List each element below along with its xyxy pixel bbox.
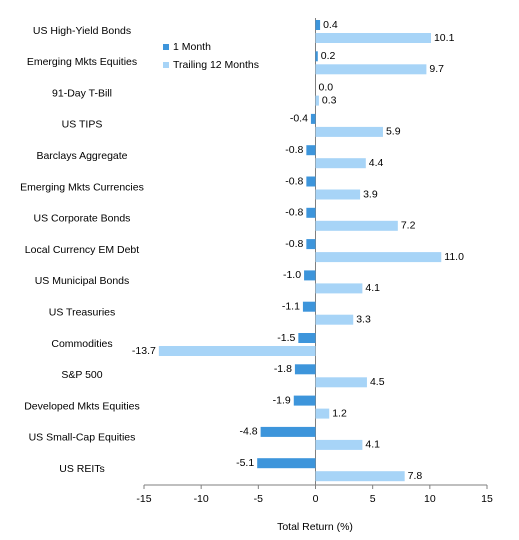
value-label: 4.4 <box>369 157 384 169</box>
value-label: -1.0 <box>283 269 301 281</box>
bar <box>315 95 319 106</box>
bar <box>315 33 431 43</box>
value-label: -1.5 <box>277 332 295 344</box>
bar <box>315 20 321 30</box>
y-tick-label: 91-Day T-Bill <box>52 87 112 99</box>
value-label: 4.1 <box>365 439 380 451</box>
bar <box>315 189 361 200</box>
y-tick-label: Local Currency EM Debt <box>25 244 139 256</box>
y-tick-label: US Treasuries <box>49 306 116 318</box>
y-tick-label: US TIPS <box>62 119 103 131</box>
x-tick-label: -15 <box>136 493 151 505</box>
value-label: -5.1 <box>236 457 254 469</box>
value-label: -1.9 <box>273 394 291 406</box>
value-label: -0.8 <box>285 207 303 219</box>
value-label: 1.2 <box>332 407 347 419</box>
bar <box>306 239 316 250</box>
bar <box>304 270 316 281</box>
y-tick-label: US Small-Cap Equities <box>29 432 136 444</box>
y-tick-label: Commodities <box>51 338 112 350</box>
bar <box>315 64 427 75</box>
bar <box>315 377 367 388</box>
bar <box>306 207 316 218</box>
bar <box>158 346 316 356</box>
bar <box>260 426 316 437</box>
value-label: 0.3 <box>322 94 337 106</box>
x-tick-label: -10 <box>194 493 209 505</box>
value-label: 5.9 <box>386 126 401 138</box>
y-tick-label: Emerging Mkts Equities <box>27 56 137 68</box>
y-tick-label: Emerging Mkts Currencies <box>20 181 144 193</box>
bar <box>315 252 442 263</box>
value-label: 9.7 <box>429 63 444 75</box>
bar <box>315 408 330 419</box>
bar <box>315 158 366 169</box>
bar <box>294 364 316 375</box>
y-tick-label: S&P 500 <box>61 369 102 381</box>
bar <box>302 301 316 312</box>
value-label: -0.8 <box>285 144 303 156</box>
value-label: 7.2 <box>401 220 416 232</box>
y-tick-label: Developed Mkts Equities <box>24 400 140 412</box>
bar <box>257 458 316 469</box>
value-label: 4.1 <box>365 282 380 294</box>
y-tick-label: US Municipal Bonds <box>35 275 130 287</box>
value-label: 0.4 <box>323 19 338 31</box>
bar <box>315 471 405 482</box>
bar <box>315 126 383 137</box>
value-label: -0.8 <box>285 175 303 187</box>
bar <box>315 51 318 62</box>
value-label: -0.8 <box>285 238 303 250</box>
y-tick-label: US Corporate Bonds <box>34 213 131 225</box>
value-label: 10.1 <box>434 32 455 44</box>
x-tick-label: 10 <box>424 493 436 505</box>
value-label: 11.0 <box>444 251 464 263</box>
x-tick-label: 5 <box>370 493 376 505</box>
value-label: 3.3 <box>356 313 371 325</box>
bar <box>298 333 316 343</box>
y-tick-label: Barclays Aggregate <box>36 150 127 162</box>
bar <box>315 283 363 294</box>
value-label: -1.1 <box>282 300 300 312</box>
bar <box>293 395 316 406</box>
bar <box>310 113 316 124</box>
bar <box>315 314 354 325</box>
value-label: 4.5 <box>370 376 385 388</box>
legend-swatch <box>163 62 169 68</box>
bar <box>315 220 398 231</box>
x-tick-label: 15 <box>481 493 493 505</box>
value-label: 0.0 <box>319 81 334 93</box>
y-tick-label: US High-Yield Bonds <box>33 25 131 37</box>
y-tick-label: US REITs <box>59 463 105 475</box>
value-label: 3.9 <box>363 188 378 200</box>
bar <box>306 145 316 156</box>
legend-label: 1 Month <box>173 41 211 53</box>
x-tick-label: -5 <box>254 493 263 505</box>
value-label: -1.8 <box>274 363 292 375</box>
legend-label: Trailing 12 Months <box>173 59 259 71</box>
bar <box>315 439 363 450</box>
x-tick-label: 0 <box>313 493 319 505</box>
x-axis-label: Total Return (%) <box>277 521 353 533</box>
bar <box>306 176 316 187</box>
value-label: -4.8 <box>240 426 258 438</box>
value-label: 7.8 <box>408 470 423 482</box>
legend-swatch <box>163 44 169 50</box>
value-label: -13.7 <box>132 345 156 357</box>
value-label: -0.4 <box>290 113 308 125</box>
value-label: 0.2 <box>321 50 336 62</box>
